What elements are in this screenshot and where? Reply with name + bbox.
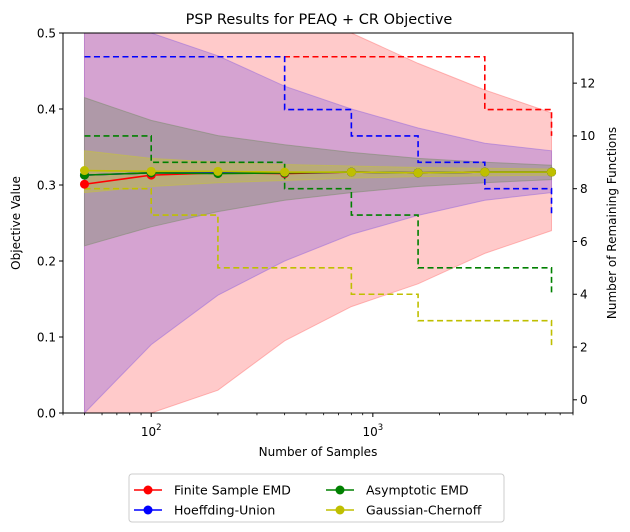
y-tick-label: 0.4 — [37, 102, 56, 116]
y-tick-label: 0.3 — [37, 178, 56, 192]
objective-line-3 — [84, 169, 552, 174]
plot-frame — [62, 32, 574, 414]
remaining-line-1 — [84, 55, 553, 216]
data-point — [480, 167, 490, 177]
y2-tick-label: 4 — [580, 288, 588, 302]
y2-tick-label: 10 — [580, 129, 595, 143]
y2-tick-label: 6 — [580, 235, 588, 249]
y2-tick-label: 12 — [580, 76, 595, 90]
legend-label: Asymptotic EMD — [366, 483, 469, 498]
confidence-bands — [83, 32, 553, 415]
legend-marker — [143, 485, 153, 495]
y2-axis-ticks: 0 2 4 6 8 10 12 — [573, 76, 595, 407]
y2-axis-label: Number of Remaining Functions — [605, 127, 619, 319]
y2-tick-label: 0 — [580, 393, 588, 407]
legend: Finite Sample EMD Hoeffding-Union Asymptot… — [128, 473, 505, 523]
x-axis-label: Number of Samples — [259, 445, 378, 459]
legend-marker — [335, 485, 345, 495]
y-tick-label: 0.2 — [37, 254, 56, 268]
chart-title: PSP Results for PEAQ + CR Objective — [186, 12, 453, 28]
legend-marker — [335, 505, 345, 515]
y2-tick-label: 8 — [580, 182, 588, 196]
data-point — [413, 168, 423, 178]
y-axis-label: Objective Value — [9, 176, 23, 270]
data-point — [213, 166, 223, 176]
x-tick-label: 103 — [362, 423, 383, 439]
y-axis-ticks: 0.0 0.1 0.2 0.3 0.4 0.5 — [37, 26, 63, 420]
remaining-functions-lines — [84, 55, 553, 348]
data-point — [146, 166, 156, 176]
objective-value-lines — [79, 166, 557, 189]
y2-tick-label: 2 — [580, 340, 588, 354]
legend-marker — [143, 505, 153, 515]
y-tick-label: 0.5 — [37, 26, 56, 40]
data-point — [547, 167, 557, 177]
legend-label: Hoeffding-Union — [174, 503, 275, 518]
x-axis-ticks: 102 103 — [62, 413, 574, 439]
y-tick-label: 0.1 — [37, 330, 56, 344]
x-tick-label: 102 — [141, 423, 162, 439]
legend-box — [128, 473, 505, 523]
remaining-line-3 — [84, 187, 553, 348]
data-point — [79, 166, 89, 176]
data-point — [79, 179, 89, 189]
legend-label: Finite Sample EMD — [174, 483, 291, 498]
legend-label: Gaussian-Chernoff — [366, 503, 482, 518]
data-point — [280, 167, 290, 177]
remaining-line-2 — [84, 135, 553, 295]
y-tick-label: 0.0 — [37, 406, 56, 420]
data-point — [346, 167, 356, 177]
